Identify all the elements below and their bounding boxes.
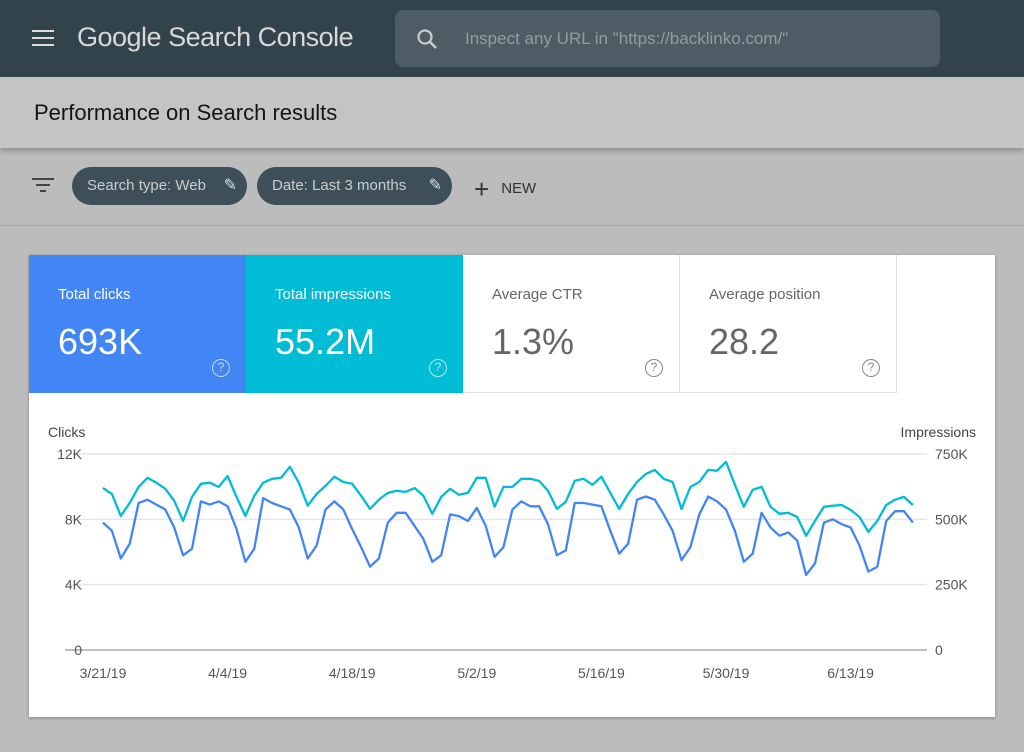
x-axis-tick-label: 4/18/19	[329, 665, 376, 681]
new-filter-button[interactable]: + NEW	[474, 174, 536, 205]
metric-label: Total clicks	[58, 286, 131, 303]
metric-label: Total impressions	[275, 286, 391, 303]
search-type-filter-chip[interactable]: Search type: Web ✎	[72, 167, 247, 205]
page-title: Performance on Search results	[34, 100, 338, 125]
chip-label: Date: Last 3 months	[272, 177, 407, 194]
metric-average-position[interactable]: Average position 28.2 ?	[680, 255, 897, 393]
performance-chart: 0 4K 8K 12K 0 250K 500K 750K Clicks Impressions 3/…	[48, 424, 976, 681]
metric-label: Average position	[709, 286, 821, 303]
right-axis-tick-label: 0	[935, 642, 943, 658]
left-axis-title: Clicks	[48, 424, 85, 440]
filter-bar: Search type: Web ✎ Date: Last 3 months ✎…	[0, 148, 1024, 226]
help-icon[interactable]: ?	[862, 359, 880, 377]
search-icon	[417, 29, 437, 49]
hamburger-menu-icon[interactable]	[32, 30, 54, 46]
impressions-series-line	[102, 460, 914, 537]
performance-card: Total clicks 693K ? Total impressions 55…	[29, 255, 995, 717]
edit-pencil-icon: ✎	[428, 177, 442, 194]
metric-average-ctr[interactable]: Average CTR 1.3% ?	[463, 255, 680, 393]
left-axis-tick-label: 0	[74, 642, 82, 658]
x-axis-tick-label: 6/13/19	[827, 665, 874, 681]
metric-total-impressions[interactable]: Total impressions 55.2M ?	[246, 255, 463, 393]
x-axis-tick-label: 5/30/19	[703, 665, 750, 681]
plus-icon: +	[474, 174, 490, 204]
new-filter-label: NEW	[501, 180, 537, 197]
right-axis-title: Impressions	[901, 424, 976, 440]
date-filter-chip[interactable]: Date: Last 3 months ✎	[257, 167, 452, 205]
edit-pencil-icon: ✎	[223, 177, 237, 194]
chip-label: Search type: Web	[87, 177, 206, 194]
metric-value: 693K	[58, 321, 143, 362]
right-axis-tick-label: 500K	[935, 511, 968, 527]
url-inspection-input[interactable]	[465, 10, 925, 67]
top-app-bar: Google Search Console	[0, 0, 1024, 77]
x-axis-tick-label: 3/21/19	[80, 665, 127, 681]
help-icon[interactable]: ?	[429, 359, 447, 377]
x-axis-tick-label: 5/2/19	[457, 665, 496, 681]
right-axis-tick-label: 250K	[935, 577, 968, 593]
left-axis-tick-label: 4K	[65, 577, 83, 593]
help-icon[interactable]: ?	[212, 359, 230, 377]
metric-value: 1.3%	[492, 321, 575, 362]
clicks-series-line	[102, 495, 914, 577]
left-axis-tick-label: 8K	[65, 511, 83, 527]
right-axis-tick-label: 750K	[935, 446, 968, 462]
app-logo[interactable]: Google Search Console	[77, 22, 354, 52]
x-axis-tick-label: 5/16/19	[578, 665, 625, 681]
metric-value: 28.2	[709, 321, 780, 362]
metric-total-clicks[interactable]: Total clicks 693K ?	[29, 255, 246, 393]
url-inspection-search[interactable]	[395, 10, 940, 67]
x-axis-tick-label: 4/4/19	[208, 665, 247, 681]
metric-label: Average CTR	[492, 286, 583, 303]
help-icon[interactable]: ?	[645, 359, 663, 377]
metric-value: 55.2M	[275, 321, 376, 362]
filter-icon[interactable]	[32, 178, 54, 194]
page-header: Performance on Search results	[0, 77, 1024, 148]
left-axis-tick-label: 12K	[57, 446, 83, 462]
